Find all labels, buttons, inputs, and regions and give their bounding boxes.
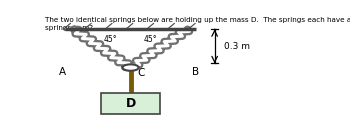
- Text: C: C: [137, 68, 145, 78]
- FancyBboxPatch shape: [101, 93, 160, 114]
- Circle shape: [122, 64, 139, 71]
- Text: D: D: [125, 97, 136, 110]
- Text: 0.3 m: 0.3 m: [224, 42, 250, 51]
- Text: A: A: [59, 67, 66, 77]
- Text: The two identical springs below are holding up the mass D.  The springs each hav: The two identical springs below are hold…: [45, 17, 350, 31]
- Text: 45°: 45°: [144, 35, 158, 44]
- Text: 45°: 45°: [103, 35, 117, 44]
- Text: B: B: [192, 67, 199, 77]
